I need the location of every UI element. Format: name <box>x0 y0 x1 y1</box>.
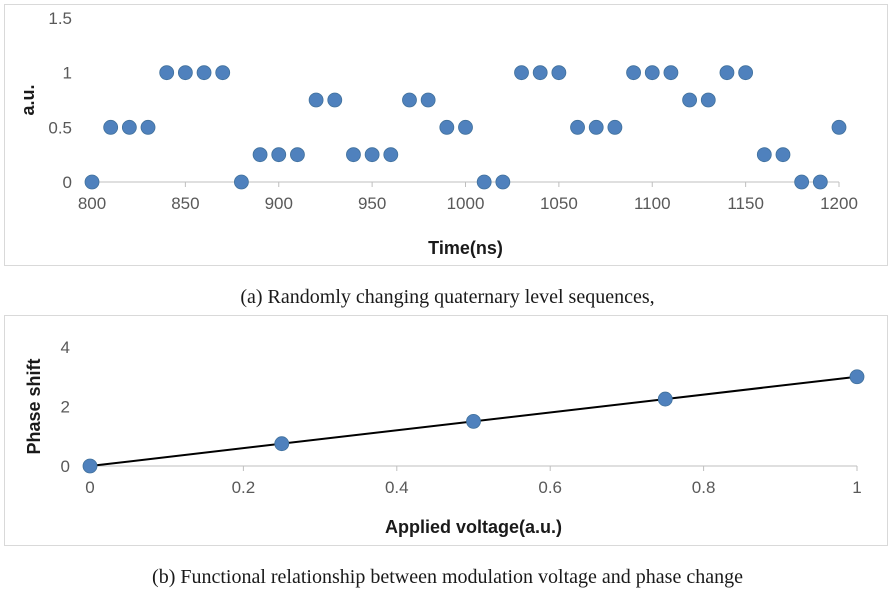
a-point <box>570 119 585 135</box>
a-point <box>290 147 305 163</box>
a-point <box>233 174 249 190</box>
b-y-tick-label: 4 <box>61 338 70 357</box>
chart-a-y-label: a.u. <box>18 84 38 115</box>
a-point <box>794 174 810 190</box>
a-x-tick-label: 1050 <box>540 194 578 213</box>
a-x-tick-label: 950 <box>358 194 386 213</box>
a-point <box>495 174 511 190</box>
chart-b-x-label: Applied voltage(a.u.) <box>385 517 562 537</box>
a-y-tick-label: 1.5 <box>48 9 72 28</box>
chart-b-caption: (b) Functional relationship between modu… <box>152 566 743 588</box>
a-point <box>177 65 193 81</box>
chart-b-y-label: Phase shift <box>24 358 44 454</box>
chart-a-x-ticks: 800 850 900 950 1000 1050 1100 1150 1200 <box>78 182 858 213</box>
a-point <box>140 119 156 135</box>
a-point <box>514 65 529 81</box>
a-point <box>420 92 436 108</box>
b-point <box>466 413 481 429</box>
b-y-tick-label: 0 <box>61 457 70 476</box>
a-point <box>626 65 641 81</box>
a-point <box>252 147 268 163</box>
a-point <box>588 119 604 135</box>
a-point <box>831 119 847 135</box>
b-point <box>849 369 865 385</box>
a-point <box>271 147 287 163</box>
chart-b: 0 0.2 0.4 0.6 0.8 1 0 2 4 Applied voltage(a.u.)… <box>24 338 865 537</box>
chart-a-points <box>84 65 847 190</box>
chart-b-x-ticks: 0 0.2 0.4 0.6 0.8 1 <box>85 466 862 497</box>
a-x-tick-label: 800 <box>78 194 106 213</box>
a-point <box>756 147 772 163</box>
a-point <box>346 147 361 163</box>
a-point <box>103 119 119 135</box>
a-x-tick-label: 900 <box>265 194 293 213</box>
a-point <box>121 119 137 135</box>
a-point <box>402 92 417 108</box>
a-point <box>476 174 492 190</box>
a-x-tick-label: 1000 <box>447 194 485 213</box>
b-y-tick-label: 2 <box>61 398 70 417</box>
a-x-tick-label: 1100 <box>634 194 671 213</box>
b-x-tick-label: 0 <box>85 478 94 497</box>
a-y-tick-label: 1 <box>63 64 72 83</box>
chart-a-y-ticks: 0 0.5 1 1.5 <box>48 9 72 192</box>
a-point <box>383 147 399 163</box>
a-x-tick-label: 850 <box>171 194 199 213</box>
chart-a-x-label: Time(ns) <box>428 238 503 258</box>
a-point <box>532 65 548 81</box>
a-point <box>327 92 343 108</box>
a-x-tick-label: 1150 <box>727 194 764 213</box>
a-point <box>812 174 828 190</box>
b-x-tick-label: 1 <box>852 478 861 497</box>
a-point <box>364 147 380 163</box>
a-y-tick-label: 0.5 <box>48 118 72 137</box>
chart-b-points <box>82 369 865 474</box>
b-x-tick-label: 0.4 <box>385 478 409 497</box>
b-point <box>274 436 290 452</box>
chart-a-caption: (a) Randomly changing quaternary level s… <box>240 286 655 308</box>
a-point <box>738 65 754 81</box>
chart-b-frame <box>4 315 888 546</box>
chart-b-y-ticks: 0 2 4 <box>61 338 70 476</box>
a-point <box>644 65 660 81</box>
a-point <box>439 119 455 135</box>
a-point <box>607 119 623 135</box>
b-x-tick-label: 0.6 <box>538 478 562 497</box>
a-point <box>663 65 679 81</box>
a-point <box>159 65 175 81</box>
a-point <box>215 65 231 81</box>
a-point <box>84 174 100 190</box>
a-point <box>551 65 567 81</box>
a-y-tick-label: 0 <box>63 173 72 192</box>
b-x-tick-label: 0.8 <box>692 478 716 497</box>
a-point <box>682 92 697 108</box>
a-point <box>196 65 212 81</box>
a-point <box>775 147 791 163</box>
a-point <box>700 92 716 108</box>
chart-a-frame <box>4 4 888 266</box>
b-x-tick-label: 0.2 <box>232 478 256 497</box>
a-x-tick-label: 1200 <box>820 194 858 213</box>
a-point <box>308 92 324 108</box>
chart-a: 800 850 900 950 1000 1050 1100 1150 1200 0 0.5 1 1.… <box>18 9 858 258</box>
b-point <box>657 391 673 407</box>
a-point <box>719 65 735 81</box>
a-point <box>458 119 473 135</box>
b-point <box>82 458 98 474</box>
